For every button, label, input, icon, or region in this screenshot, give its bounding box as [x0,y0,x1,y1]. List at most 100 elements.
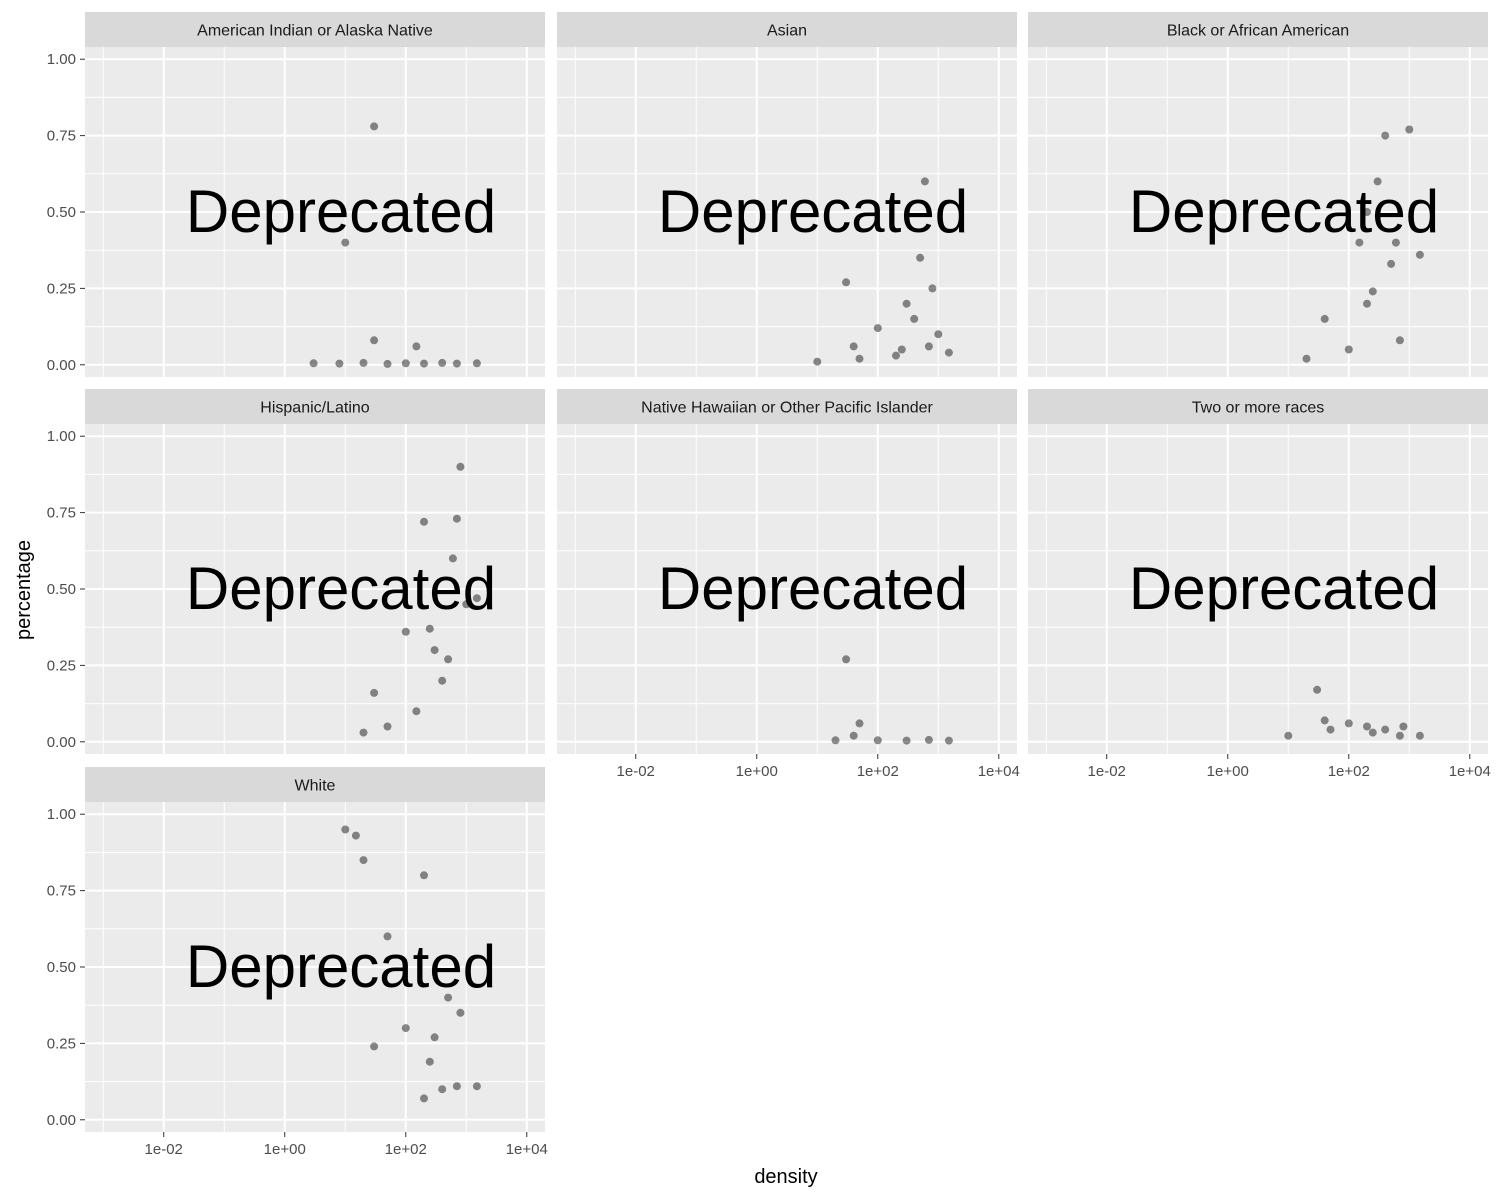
data-point [1415,250,1424,259]
data-point [444,655,453,664]
data-point [1363,722,1371,731]
x-tick-label: 1e+04 [506,1141,548,1158]
facet-panels: American Indian or Alaska Native Deprecat… [47,12,1491,1158]
data-point [401,359,410,368]
data-point [1373,177,1382,186]
facet-strip-label: Two or more races [1192,400,1324,417]
data-point [472,594,481,603]
y-tick-label: 1.00 [47,51,76,68]
y-tick-label: 0.00 [47,734,76,751]
y-axis-title: percentage [13,540,35,640]
data-point [452,1082,461,1091]
facet-strip [557,389,1017,424]
data-point [438,1085,447,1094]
data-points [813,177,953,366]
data-point [1363,299,1371,308]
data-point [452,359,461,368]
data-point [430,1033,439,1042]
data-point [928,284,937,293]
data-point [1387,259,1396,268]
data-point [401,627,410,636]
data-point [920,177,929,186]
facet-strip-label: Asian [767,23,807,40]
x-tick-label: 1e+02 [385,1141,427,1158]
x-tick-label: 1e+02 [1328,763,1370,780]
y-tick-label: 0.75 [47,883,76,900]
data-point [910,314,919,323]
data-point [849,342,858,351]
data-point [1326,725,1335,734]
data-points [341,825,481,1103]
deprecated-watermark: Deprecated [658,178,968,245]
data-point [1355,238,1364,247]
data-point [1415,731,1424,740]
data-point [916,253,925,262]
data-points [1284,685,1424,740]
data-point [412,342,421,351]
facet-strip [85,12,545,47]
data-point [444,993,453,1002]
facet-strip [85,389,545,424]
facet-strip-label: Native Hawaiian or Other Pacific Islande… [641,400,933,417]
facet-panel: Asian Deprecated [557,12,1017,377]
data-point [370,688,379,697]
data-point [873,324,882,333]
deprecated-watermark: Deprecated [186,178,496,245]
data-point [370,1042,379,1051]
facet-strip [1028,12,1488,47]
data-point [472,1082,481,1091]
data-point [892,351,900,360]
data-point [438,676,447,685]
x-tick-label: 1e+00 [1207,763,1249,780]
x-tick-label: 1e+00 [264,1141,306,1158]
data-point [420,517,428,526]
facet-panel: Two or more races Deprecated 1e-02 1e+00 1e+… [1028,389,1491,780]
facet-strip-label: White [295,778,336,795]
x-axis-title: density [754,1166,817,1188]
y-tick-label: 1.00 [47,806,76,823]
facet-strip-label: Black or African American [1167,23,1349,40]
data-points [309,122,481,368]
x-tick-label: 1e+00 [736,763,778,780]
data-point [873,736,882,745]
data-point [842,655,851,664]
y-tick-label: 0.75 [47,505,76,522]
data-point [1363,208,1371,216]
facet-panel: American Indian or Alaska Native Deprecat… [47,12,545,377]
data-point [1405,125,1414,134]
data-point [1313,685,1322,694]
data-point [1368,728,1377,737]
data-point [1381,131,1390,140]
y-tick-label: 0.75 [47,128,76,145]
data-point [897,345,906,354]
data-point [351,831,360,840]
data-point [1395,731,1404,740]
facet-strip [1028,389,1488,424]
data-point [944,736,953,745]
data-point [370,336,379,345]
facet-strip [85,767,545,802]
data-point [1395,336,1404,345]
data-point [425,624,434,633]
y-tick-label: 0.25 [47,657,76,674]
y-tick-label: 1.00 [47,428,76,445]
data-point [1368,287,1377,296]
data-points [1302,125,1424,363]
y-tick-label: 0.00 [47,1112,76,1129]
y-tick-label: 0.25 [47,280,76,297]
data-point [456,1008,465,1017]
data-point [420,359,428,368]
data-point [359,856,368,865]
y-tick-label: 0.50 [47,959,76,976]
data-point [1391,238,1400,247]
data-point [425,1057,434,1066]
data-point [462,600,471,609]
data-point [1381,725,1390,734]
data-point [1344,719,1353,728]
deprecated-watermark: Deprecated [186,555,496,622]
data-point [902,299,911,308]
data-point [383,932,392,941]
data-point [401,1024,410,1033]
data-point [420,1094,428,1103]
